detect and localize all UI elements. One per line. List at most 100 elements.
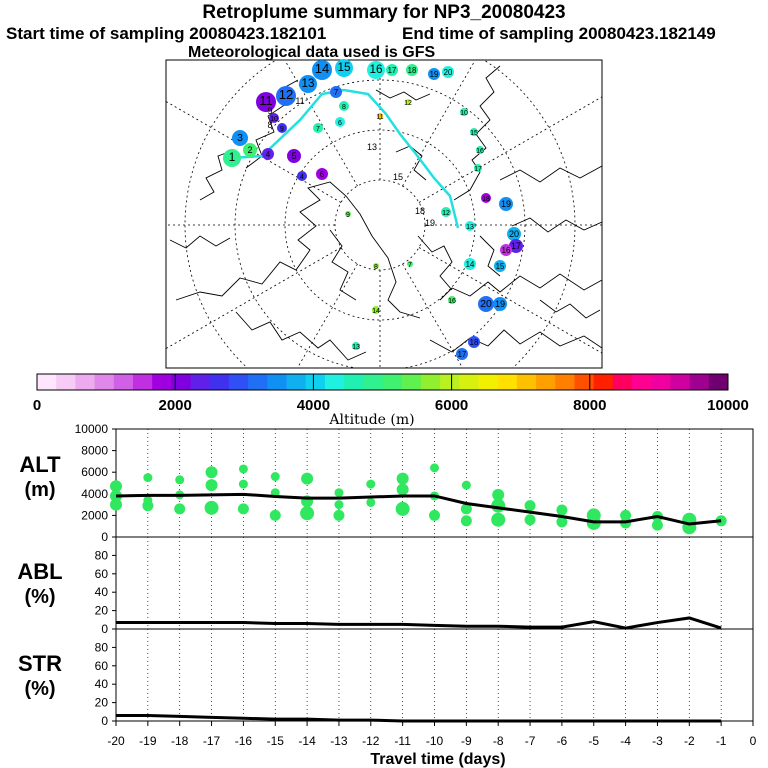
panel-frame — [115, 628, 754, 722]
plume-marker-label: 2 — [247, 145, 252, 155]
colorbar-swatch — [401, 374, 422, 390]
scatter-point — [174, 503, 186, 515]
y-tick-label: 4000 — [81, 487, 108, 501]
scatter-point — [586, 508, 601, 523]
y-tick-label: 10000 — [75, 422, 109, 436]
y-tick-label: 20 — [95, 696, 109, 710]
plume-marker — [478, 296, 494, 312]
plume-marker-label: 16 — [476, 148, 484, 155]
plume-marker-label: 4 — [300, 174, 304, 181]
plume-marker — [335, 59, 353, 77]
plume-marker — [345, 211, 351, 217]
colorbar-swatch — [555, 374, 575, 390]
colorbar-swatch — [286, 374, 307, 390]
colorbar-swatch — [56, 374, 76, 390]
scatter-point — [556, 516, 568, 528]
plume-marker — [386, 64, 398, 76]
plume-marker — [448, 296, 456, 304]
plume-marker-label: 12 — [404, 100, 412, 107]
meridian-line — [166, 247, 342, 350]
day-label: 11 — [295, 96, 304, 106]
plume-marker-label: 7 — [408, 262, 412, 269]
colorbar-swatch — [324, 374, 345, 390]
plume-marker — [468, 336, 480, 348]
scatter-point — [396, 472, 409, 485]
altitude-colorbar: 0 2000 4000 6000 8000 10000 Altitude (m) — [33, 373, 749, 428]
colorbar-tick-label: 0 — [33, 397, 41, 414]
scatter-point — [300, 506, 315, 521]
plume-marker-label: 19 — [495, 299, 505, 309]
x-tick-label: -2 — [684, 734, 695, 748]
plume-marker-label: 3 — [237, 133, 243, 144]
colorbar-swatch — [670, 374, 691, 390]
colorbar-swatch — [459, 374, 479, 390]
mean-line — [116, 713, 722, 723]
colorbar-swatch — [228, 374, 249, 390]
colorbar-swatch — [113, 374, 134, 390]
plume-marker — [441, 207, 451, 217]
colorbar-swatch — [632, 374, 652, 390]
scatter-point — [269, 509, 281, 521]
time-series-panels: 0200040006000800010000ALT(m)020406080ABL… — [17, 422, 756, 768]
plume-marker — [316, 168, 328, 180]
met-data-label: Meteorological data used is GFS — [188, 44, 436, 61]
plume-marker-label: 7 — [334, 88, 338, 97]
colorbar-swatch — [171, 374, 192, 390]
scatter-point — [524, 514, 536, 526]
y-tick-label: 0 — [101, 714, 108, 728]
plume-marker — [500, 244, 512, 256]
scatter-point — [205, 466, 218, 479]
scatter-point — [110, 498, 122, 511]
plume-track — [231, 88, 460, 229]
scatter-point — [237, 503, 249, 515]
scatter-point — [556, 504, 568, 516]
colorbar-tick-label: 2000 — [159, 397, 192, 414]
plume-marker — [256, 92, 276, 112]
colorbar-swatch — [248, 374, 268, 390]
colorbar-swatch — [382, 374, 403, 390]
panel-frame — [115, 536, 754, 630]
scatter-point — [460, 503, 472, 515]
plume-marker-label: 14 — [466, 260, 475, 269]
scatter-point — [301, 472, 314, 485]
plume-marker — [277, 123, 287, 133]
day-label: 19 — [425, 218, 435, 228]
plume-marker-label: 11 — [259, 93, 273, 108]
x-tick-label: -13 — [330, 734, 348, 748]
y-tick-label: 20 — [95, 604, 109, 618]
x-tick-label: -9 — [461, 734, 472, 748]
plume-marker-label: 20 — [509, 229, 519, 239]
meridian-line — [402, 60, 476, 187]
colorbar-tick-label: 10000 — [707, 397, 749, 414]
y-tick-label: 40 — [95, 585, 109, 599]
plume-marker-label: 20 — [444, 68, 453, 77]
scatter-point — [460, 515, 472, 527]
scatter-point — [396, 483, 409, 496]
plume-marker-label: 13 — [352, 344, 360, 351]
x-tick-label: -12 — [362, 734, 380, 748]
scatter-point — [524, 500, 536, 512]
plume-marker — [507, 227, 521, 241]
plume-marker-label: 14 — [372, 308, 380, 315]
scatter-point — [204, 500, 219, 515]
panel-unit: (%) — [24, 586, 55, 608]
plume-marker — [352, 342, 360, 350]
plume-marker — [330, 86, 342, 98]
x-tick-label: -18 — [171, 734, 189, 748]
x-tick-label: -8 — [493, 734, 504, 748]
meridian-line — [284, 60, 358, 187]
plume-marker — [232, 130, 248, 146]
panel-unit: (%) — [24, 678, 55, 700]
plume-marker — [428, 68, 440, 80]
x-tick-label: -17 — [203, 734, 221, 748]
plume-marker — [377, 113, 383, 119]
plume-marker — [494, 260, 506, 272]
scatter-point — [333, 509, 345, 521]
plume-marker — [465, 221, 475, 231]
plume-marker-label: 13 — [301, 77, 314, 90]
plume-marker-label: 13 — [466, 224, 474, 231]
plume-marker-label: 18 — [482, 196, 490, 203]
